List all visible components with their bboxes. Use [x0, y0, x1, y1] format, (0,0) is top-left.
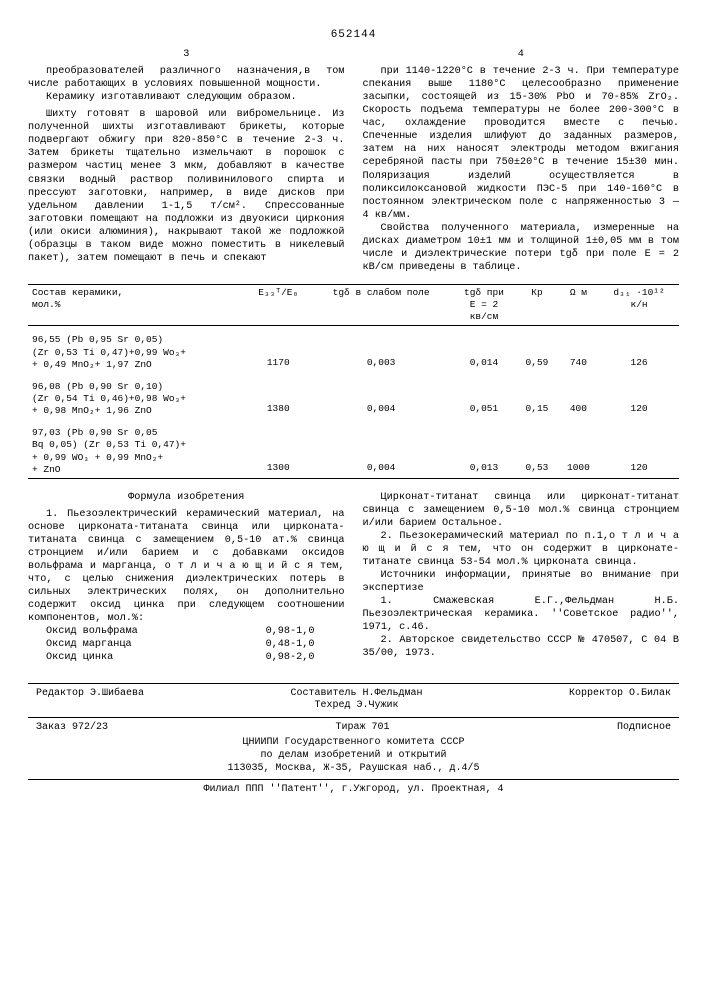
claims-left: Формула изобретения 1. Пьезоэлектрически…	[28, 491, 345, 665]
col-num-left: 3	[28, 48, 345, 61]
left-p1: преобразователей различного назначения,в…	[28, 65, 345, 91]
th-5: Ω м	[558, 284, 599, 325]
value-cell: 0,014	[452, 326, 517, 373]
org-address: ЦНИИПИ Государственного комитета СССР по…	[28, 737, 679, 775]
additive-row: Оксид марганца 0,48-1,0	[46, 638, 345, 651]
right-p1: при 1140-1220°С в течение 2-3 ч. При тем…	[363, 65, 680, 222]
patent-number: 652144	[28, 28, 679, 42]
claims-heading: Формула изобретения	[28, 491, 345, 504]
value-cell: 126	[599, 326, 679, 373]
value-cell: 1380	[246, 373, 311, 419]
compiler-techred: Составитель Н.Фельдман Техред Э.Чужик	[290, 688, 422, 714]
claim-1: 1. Пьезоэлектрический керамический матер…	[28, 508, 345, 625]
table-row: 96,08 (Pb 0,90 Sr 0,10) (Zr 0,54 Ti 0,46…	[28, 373, 679, 419]
value-cell: 400	[558, 373, 599, 419]
additive-label: Оксид марганца	[46, 638, 132, 651]
value-cell: 120	[599, 373, 679, 419]
additive-value: 0,48-1,0	[266, 638, 345, 651]
left-p3: Шихту готовят в шаровой или вибромельниц…	[28, 108, 345, 265]
value-cell: 740	[558, 326, 599, 373]
additive-row: Оксид вольфрама 0,98-1,0	[46, 625, 345, 638]
value-cell: 0,051	[452, 373, 517, 419]
value-cell: 0,003	[311, 326, 452, 373]
additive-row: Оксид цинка 0,98-2,0	[46, 651, 345, 664]
value-cell: 1300	[246, 419, 311, 478]
editor: Редактор Э.Шибаева	[36, 688, 144, 714]
composition-cell: 97,03 (Pb 0,90 Sr 0,05 Bq 0,05) (Zr 0,53…	[28, 419, 246, 478]
additives-list: Оксид вольфрама 0,98-1,0 Оксид марганца 0,4…	[46, 625, 345, 664]
claim-2: 2. Пьезокерамический материал по п.1,о т…	[363, 530, 680, 569]
table-row: 97,03 (Pb 0,90 Sr 0,05 Bq 0,05) (Zr 0,53…	[28, 419, 679, 478]
th-6: d₃₁ ·10¹² к/н	[599, 284, 679, 325]
col-num-right: 4	[363, 48, 680, 61]
table-header-row: Состав керамики, мол.% Е₃₃ᵀ/Е₀ tgδ в сла…	[28, 284, 679, 325]
value-cell: 0,59	[516, 326, 557, 373]
order-no: Заказ 972/23	[36, 722, 108, 735]
value-cell: 0,15	[516, 373, 557, 419]
claims-right: Цирконат-титанат свинца или цирконат-тит…	[363, 491, 680, 665]
value-cell: 1170	[246, 326, 311, 373]
th-3: tgδ при Е = 2 кв/см	[452, 284, 517, 325]
th-2: tgδ в слабом поле	[311, 284, 452, 325]
corrector: Корректор О.Билак	[569, 688, 671, 714]
composition-cell: 96,08 (Pb 0,90 Sr 0,10) (Zr 0,54 Ti 0,46…	[28, 373, 246, 419]
right-p2: Свойства полученного материала, измеренн…	[363, 222, 680, 274]
th-4: Кр	[516, 284, 557, 325]
additive-value: 0,98-1,0	[266, 625, 345, 638]
value-cell: 0,004	[311, 373, 452, 419]
table-row: 96,55 (Pb 0,95 Sr 0,05) (Zr 0,53 Ti 0,47…	[28, 326, 679, 373]
circulation: Тираж 701	[335, 722, 389, 735]
branch-address: Филиал ППП ''Патент'', г.Ужгород, ул. Пр…	[28, 784, 679, 797]
footer: Редактор Э.Шибаева Составитель Н.Фельдма…	[28, 683, 679, 798]
value-cell: 0,004	[311, 419, 452, 478]
left-column: 3 преобразователей различного назначения…	[28, 48, 345, 274]
left-p2: Керамику изготавливают следующим образом…	[28, 91, 345, 104]
th-comp: Состав керамики, мол.%	[28, 284, 246, 325]
th-1: Е₃₃ᵀ/Е₀	[246, 284, 311, 325]
source-2: 2. Авторское свидетельство СССР № 470507…	[363, 634, 680, 660]
claim-right-1: Цирконат-титанат свинца или цирконат-тит…	[363, 491, 680, 530]
source-1: 1. Смажевская Е.Г.,Фельдман Н.Б. Пьезоэл…	[363, 595, 680, 634]
value-cell: 1000	[558, 419, 599, 478]
value-cell: 0,013	[452, 419, 517, 478]
properties-table: Состав керамики, мол.% Е₃₃ᵀ/Е₀ tgδ в сла…	[28, 284, 679, 479]
composition-cell: 96,55 (Pb 0,95 Sr 0,05) (Zr 0,53 Ti 0,47…	[28, 326, 246, 373]
right-column: 4 при 1140-1220°С в течение 2-3 ч. При т…	[363, 48, 680, 274]
value-cell: 0,53	[516, 419, 557, 478]
subscription: Подписное	[617, 722, 671, 735]
value-cell: 120	[599, 419, 679, 478]
additive-value: 0,98-2,0	[266, 651, 345, 664]
additive-label: Оксид цинка	[46, 651, 113, 664]
sources-heading: Источники информации, принятые во вниман…	[363, 569, 680, 595]
additive-label: Оксид вольфрама	[46, 625, 138, 638]
